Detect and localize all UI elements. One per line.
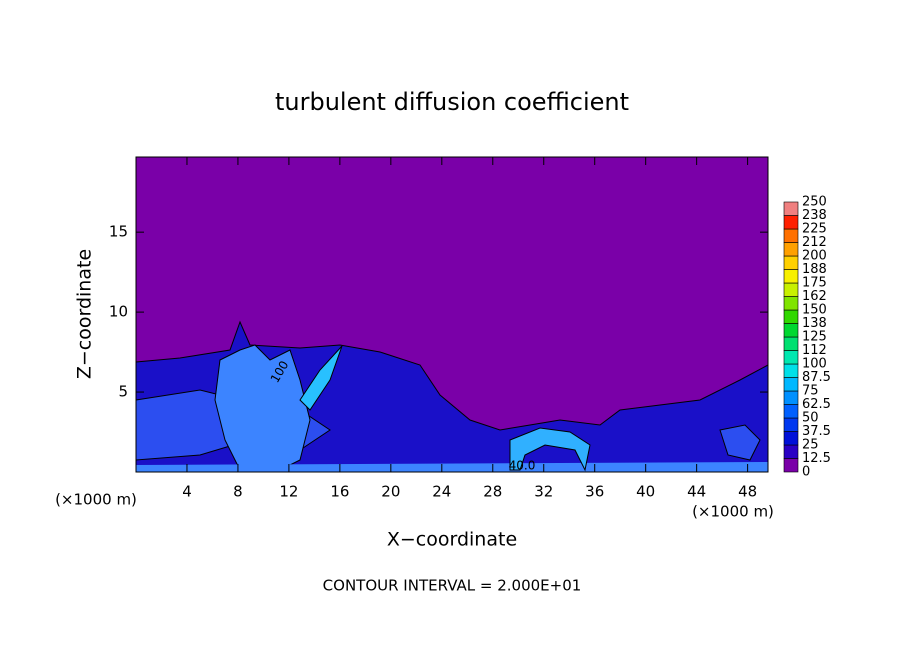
field-region bbox=[719, 424, 761, 461]
colorbar-band bbox=[783, 282, 799, 297]
colorbar-label: 200 bbox=[802, 249, 827, 264]
colorbar-band bbox=[783, 363, 799, 378]
x-tick-label: 24 bbox=[432, 483, 451, 501]
colorbar-band bbox=[783, 458, 799, 473]
x-unit-label: (×1000 m) bbox=[692, 503, 774, 521]
colorbar-label: 25 bbox=[802, 438, 819, 453]
colorbar-band bbox=[783, 323, 799, 338]
y-axis-label: Z−coordinate bbox=[74, 249, 96, 379]
colorbar-band bbox=[783, 390, 799, 405]
colorbar-band bbox=[783, 215, 799, 230]
colorbar-label: 150 bbox=[802, 303, 827, 318]
colorbar-label: 112 bbox=[802, 343, 827, 358]
colorbar-label: 100 bbox=[802, 357, 827, 372]
colorbar-band bbox=[783, 228, 799, 243]
x-tick-label: 4 bbox=[182, 483, 192, 501]
colorbar-label: 162 bbox=[802, 289, 827, 304]
x-axis-label: X−coordinate bbox=[387, 529, 517, 551]
x-tick-label: 48 bbox=[738, 483, 757, 501]
x-tick-label: 12 bbox=[279, 483, 298, 501]
colorbar-band bbox=[783, 269, 799, 284]
colorbar-label: 62.5 bbox=[802, 397, 831, 412]
plot-frame bbox=[135, 156, 769, 473]
colorbar-label: 50 bbox=[802, 411, 819, 426]
contour-label: 40.0 bbox=[509, 459, 536, 473]
y-tick-label: 15 bbox=[109, 223, 128, 241]
colorbar-band bbox=[783, 444, 799, 459]
field-region bbox=[299, 345, 343, 411]
colorbar-label: 12.5 bbox=[802, 451, 831, 466]
colorbar-band bbox=[783, 255, 799, 270]
colorbar-label: 138 bbox=[802, 316, 827, 331]
colorbar-band bbox=[783, 336, 799, 351]
x-tick-label: 32 bbox=[534, 483, 553, 501]
x-tick-label: 44 bbox=[687, 483, 706, 501]
colorbar-label: 212 bbox=[802, 235, 827, 250]
y-tick-label: 5 bbox=[118, 383, 128, 401]
y-tick-label: 10 bbox=[109, 303, 128, 321]
x-tick-label: 16 bbox=[330, 483, 349, 501]
colorbar-band bbox=[783, 377, 799, 392]
colorbar-label: 188 bbox=[802, 262, 827, 277]
colorbar-band bbox=[783, 404, 799, 419]
colorbar-band bbox=[783, 296, 799, 311]
colorbar-band bbox=[783, 242, 799, 257]
colorbar-band bbox=[783, 417, 799, 432]
colorbar-band bbox=[783, 350, 799, 365]
colorbar-band bbox=[783, 309, 799, 324]
field-region bbox=[214, 344, 311, 471]
field-region bbox=[509, 427, 591, 472]
x-tick-label: 36 bbox=[585, 483, 604, 501]
x-unit-label: (×1000 m) bbox=[55, 491, 137, 509]
footer-note: CONTOUR INTERVAL = 2.000E+01 bbox=[323, 577, 582, 595]
colorbar-label: 175 bbox=[802, 276, 827, 291]
colorbar-label: 0 bbox=[802, 465, 810, 480]
colorbar-label: 238 bbox=[802, 208, 827, 223]
colorbar-label: 75 bbox=[802, 384, 819, 399]
colorbar-label: 37.5 bbox=[802, 424, 831, 439]
x-tick-label: 40 bbox=[636, 483, 655, 501]
colorbar-band bbox=[783, 431, 799, 446]
colorbar-label: 225 bbox=[802, 222, 827, 237]
x-tick-label: 8 bbox=[233, 483, 243, 501]
field bbox=[135, 157, 769, 473]
field-region bbox=[136, 462, 768, 472]
colorbar-label: 250 bbox=[802, 195, 827, 210]
chart-title: turbulent diffusion coefficient bbox=[275, 88, 629, 116]
colorbar-band bbox=[783, 201, 799, 216]
colorbar-label: 125 bbox=[802, 330, 827, 345]
colorbar-label: 87.5 bbox=[802, 370, 831, 385]
x-tick-label: 28 bbox=[483, 483, 502, 501]
x-tick-label: 20 bbox=[381, 483, 400, 501]
